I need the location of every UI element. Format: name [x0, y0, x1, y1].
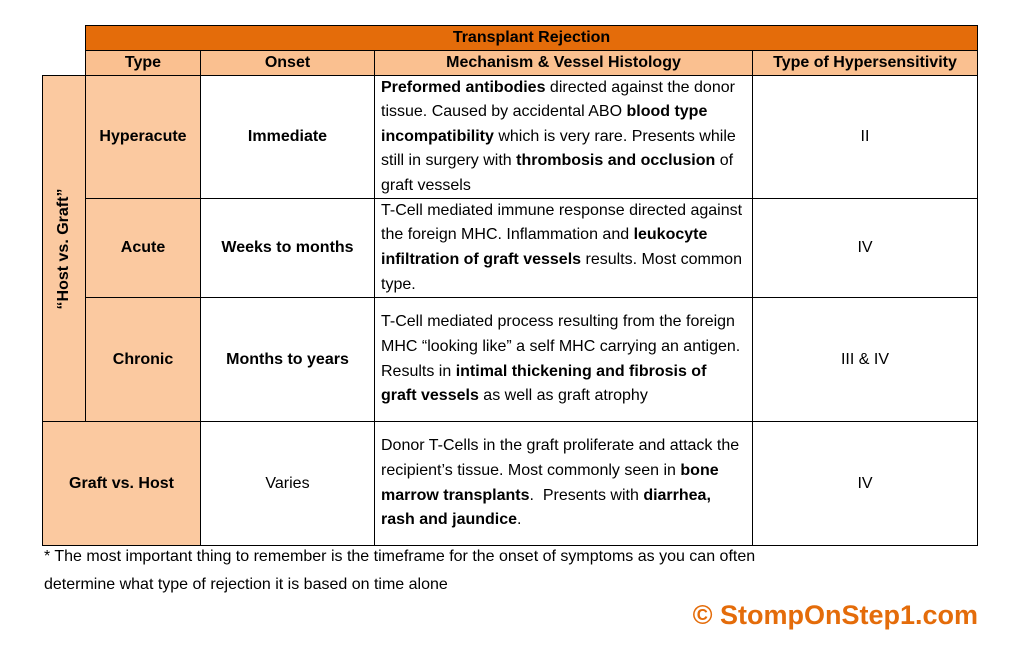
text-run: intimal thickening and fibrosis of graft… — [381, 362, 711, 405]
copyright: © StompOnStep1.com — [692, 600, 978, 630]
mechanism-text: T-Cell mediated immune response directed… — [381, 199, 746, 297]
text-run: bone marrow transplants — [381, 461, 724, 504]
text-run: T-Cell mediated process resulting from t… — [381, 313, 745, 380]
text-run: directed against the donor tissue. Cause… — [381, 78, 740, 121]
text-run: which is very rare. Presents while still… — [381, 127, 741, 170]
mechanism-cell: Preformed antibodies directed against th… — [374, 75, 753, 199]
text-run: results. Most common type. — [381, 251, 747, 293]
text-run: of graft vessels — [381, 152, 738, 194]
hypersensitivity-cell: IV — [752, 198, 978, 298]
mechanism-text: Donor T-Cells in the graft proliferate a… — [381, 434, 746, 532]
mechanism-text: Preformed antibodies directed against th… — [381, 76, 746, 199]
text-run: . Presents with — [529, 486, 644, 504]
text-run: Preformed antibodies — [381, 78, 546, 96]
onset-cell: Varies — [200, 421, 375, 546]
footnote: determine what type of rejection it is b… — [44, 576, 448, 593]
type-cell: Chronic — [85, 297, 201, 422]
text-run: leukocyte infiltration of graft vessels — [381, 226, 712, 268]
hypersensitivity-cell: II — [752, 75, 978, 199]
onset-cell: Months to years — [200, 297, 375, 422]
onset-cell: Immediate — [200, 75, 375, 199]
mechanism-cell: Donor T-Cells in the graft proliferate a… — [374, 421, 753, 546]
text-run: . — [517, 511, 522, 529]
group-label: “Host vs. Graft” — [55, 188, 72, 309]
column-header: Type of Hypersensitivity — [752, 50, 978, 76]
column-header: Onset — [200, 50, 375, 76]
text-run: as well as graft atrophy — [478, 387, 648, 405]
column-header: Mechanism & Vessel Histology — [374, 50, 753, 76]
onset-cell: Weeks to months — [200, 198, 375, 298]
hypersensitivity-cell: IV — [752, 421, 978, 546]
type-cell: Graft vs. Host — [42, 421, 201, 546]
text-run: Donor T-Cells in the graft proliferate a… — [381, 437, 744, 479]
text-run: T-Cell mediated immune response directed… — [381, 201, 747, 244]
mechanism-cell: T-Cell mediated immune response directed… — [374, 198, 753, 298]
type-cell: Acute — [85, 198, 201, 298]
hypersensitivity-cell: III & IV — [752, 297, 978, 422]
mechanism-text: T-Cell mediated process resulting from t… — [381, 310, 746, 408]
text-run: thrombosis and occlusion — [516, 152, 716, 170]
type-cell: Hyperacute — [85, 75, 201, 199]
column-header: Type — [85, 50, 201, 76]
text-run: blood type incompatibility — [381, 103, 712, 145]
table-title: Transplant Rejection — [85, 25, 978, 51]
footnote: * The most important thing to remember i… — [44, 548, 756, 565]
text-run: diarrhea, rash and jaundice — [381, 486, 716, 529]
group-cell: “Host vs. Graft” — [42, 75, 86, 422]
mechanism-cell: T-Cell mediated process resulting from t… — [374, 297, 753, 422]
